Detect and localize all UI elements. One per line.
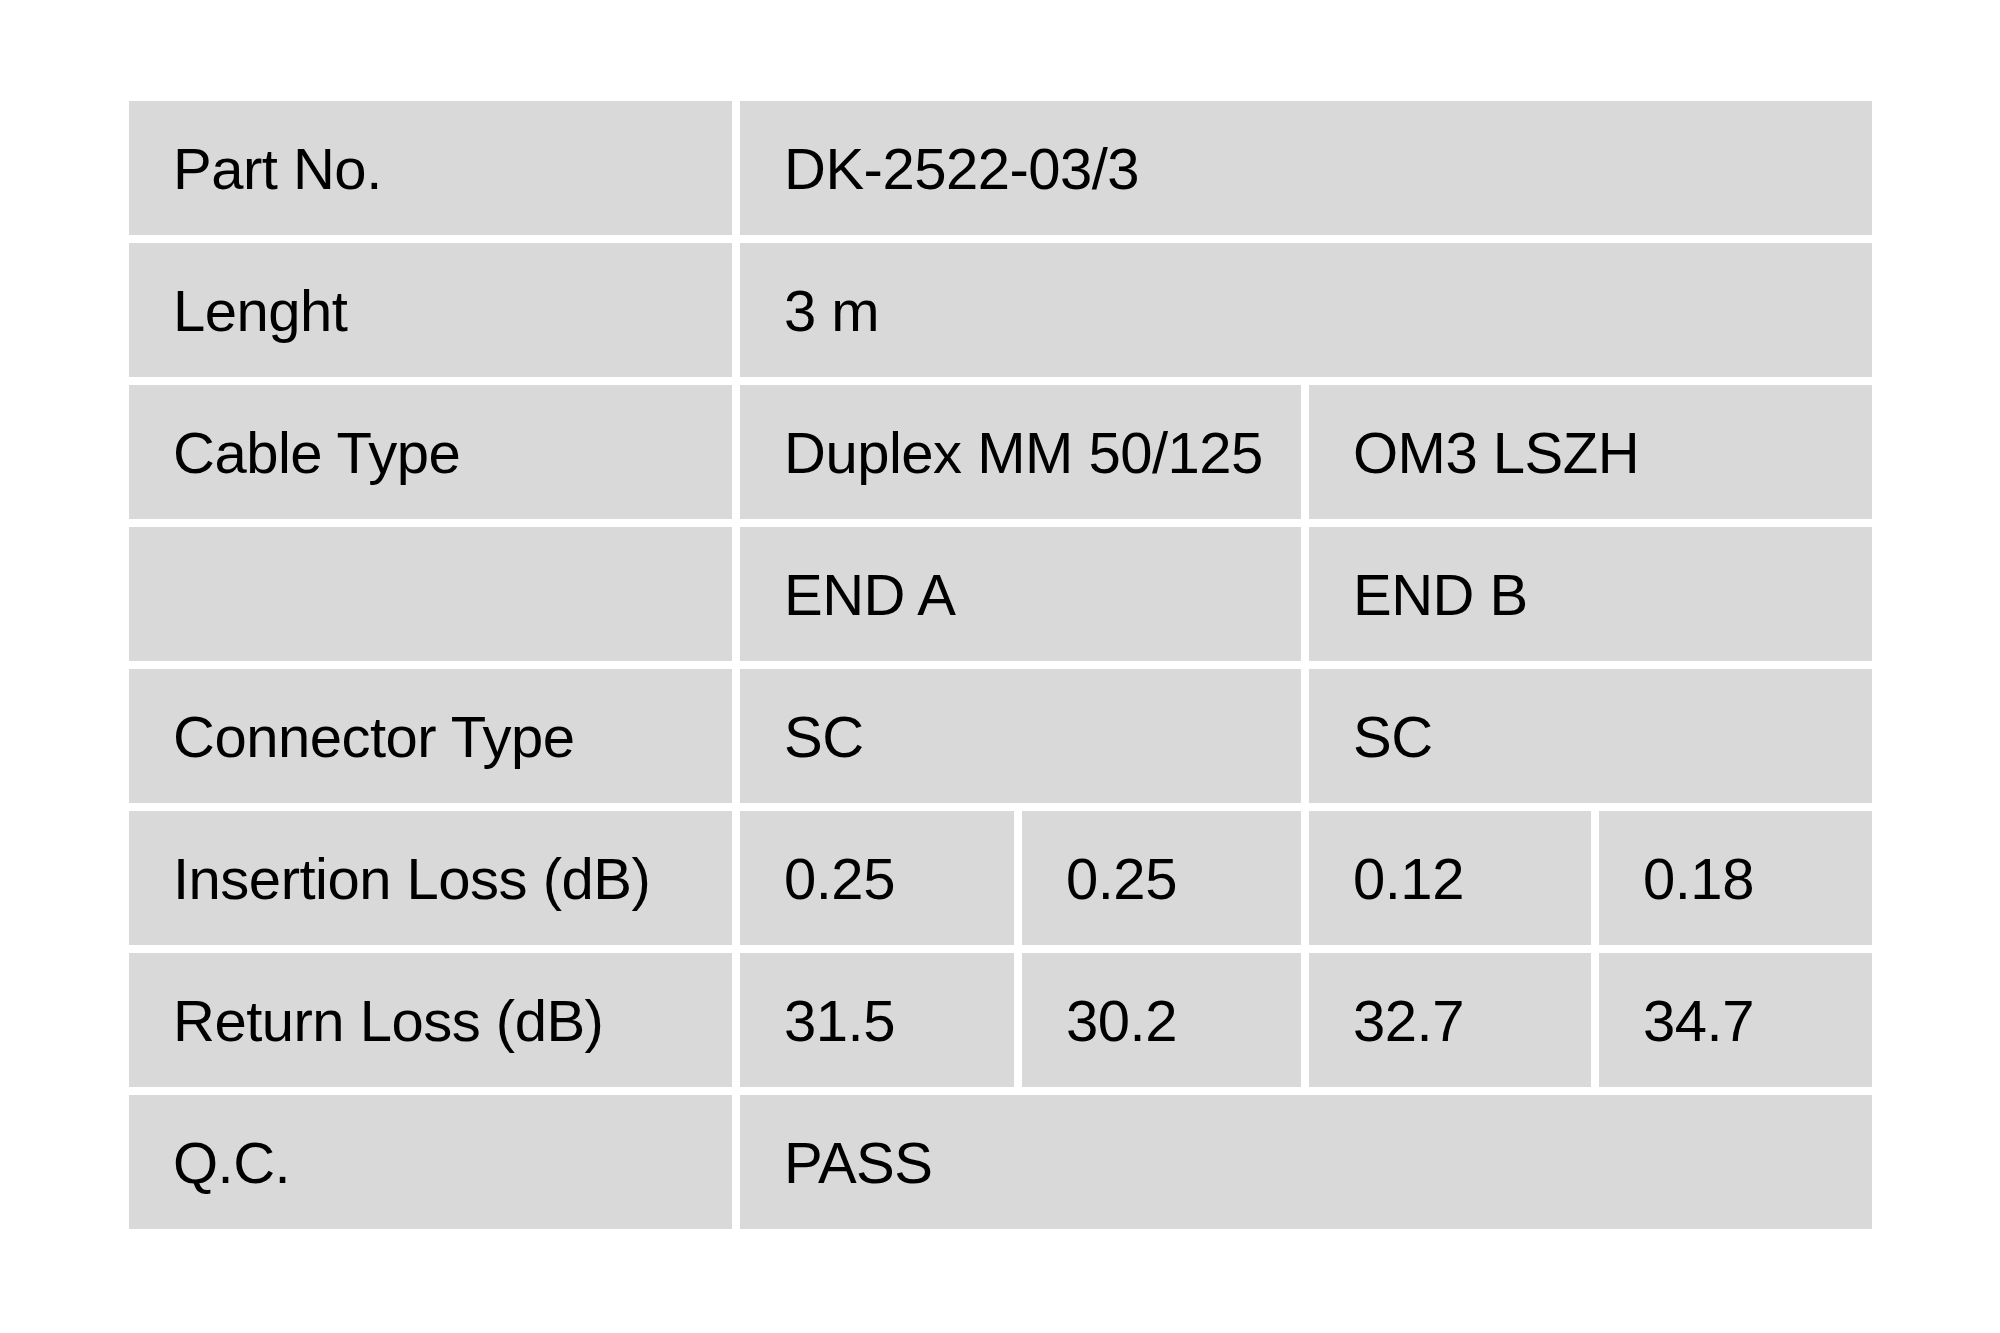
table-row-part-no: Part No. DK-2522-03/3 [129, 101, 1872, 235]
measurement-cell: 0.18 [1599, 811, 1872, 945]
measurement-cell: 32.7 [1309, 953, 1591, 1087]
measurement-cell: 30.2 [1022, 953, 1301, 1087]
table-row-length: Lenght 3 m [129, 243, 1872, 377]
spec-table: Part No. DK-2522-03/3 Lenght 3 m Cable T… [121, 93, 1880, 1237]
measurement-cell: 34.7 [1599, 953, 1872, 1087]
spec-value-cell-end-b: SC [1309, 669, 1872, 803]
table-row-connector-type: Connector Type SC SC [129, 669, 1872, 803]
measurement-cell: 0.25 [740, 811, 1014, 945]
measurement-cell: 0.25 [1022, 811, 1301, 945]
table-row-end-header: END A END B [129, 527, 1872, 661]
spec-label-cell: Return Loss (dB) [129, 953, 732, 1087]
spec-value-cell-end-a: SC [740, 669, 1301, 803]
spec-label-cell: Connector Type [129, 669, 732, 803]
end-a-header-cell: END A [740, 527, 1301, 661]
table-row-qc: Q.C. PASS [129, 1095, 1872, 1229]
spec-label-cell: Insertion Loss (dB) [129, 811, 732, 945]
measurement-cell: 31.5 [740, 953, 1014, 1087]
spec-value-cell-end-a: Duplex MM 50/125 [740, 385, 1301, 519]
spec-label-cell: Part No. [129, 101, 732, 235]
end-b-header-cell: END B [1309, 527, 1872, 661]
spec-value-cell-end-b: OM3 LSZH [1309, 385, 1872, 519]
spec-label-cell: Cable Type [129, 385, 732, 519]
qc-result-cell: PASS [740, 1095, 1872, 1229]
spec-value-cell: DK-2522-03/3 [740, 101, 1872, 235]
table-row-cable-type: Cable Type Duplex MM 50/125 OM3 LSZH [129, 385, 1872, 519]
spec-label-cell: Lenght [129, 243, 732, 377]
table-row-return-loss: Return Loss (dB) 31.5 30.2 32.7 34.7 [129, 953, 1872, 1087]
measurement-cell: 0.12 [1309, 811, 1591, 945]
spec-value-cell: 3 m [740, 243, 1872, 377]
spec-label-cell-empty [129, 527, 732, 661]
spec-label-cell: Q.C. [129, 1095, 732, 1229]
table-row-insertion-loss: Insertion Loss (dB) 0.25 0.25 0.12 0.18 [129, 811, 1872, 945]
